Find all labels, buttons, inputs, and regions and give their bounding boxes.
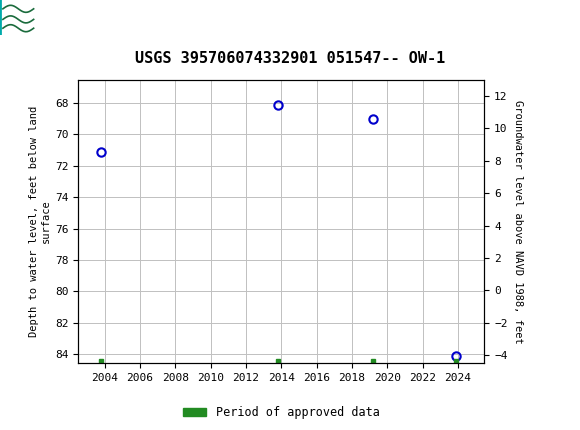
Text: USGS: USGS bbox=[38, 8, 97, 27]
Legend: Period of approved data: Period of approved data bbox=[178, 402, 385, 424]
Text: USGS 395706074332901 051547-- OW-1: USGS 395706074332901 051547-- OW-1 bbox=[135, 52, 445, 66]
Y-axis label: Groundwater level above NAVD 1988, feet: Groundwater level above NAVD 1988, feet bbox=[513, 100, 523, 343]
Bar bbox=[3, 3, 35, 32]
Y-axis label: Depth to water level, feet below land
surface: Depth to water level, feet below land su… bbox=[30, 106, 51, 337]
